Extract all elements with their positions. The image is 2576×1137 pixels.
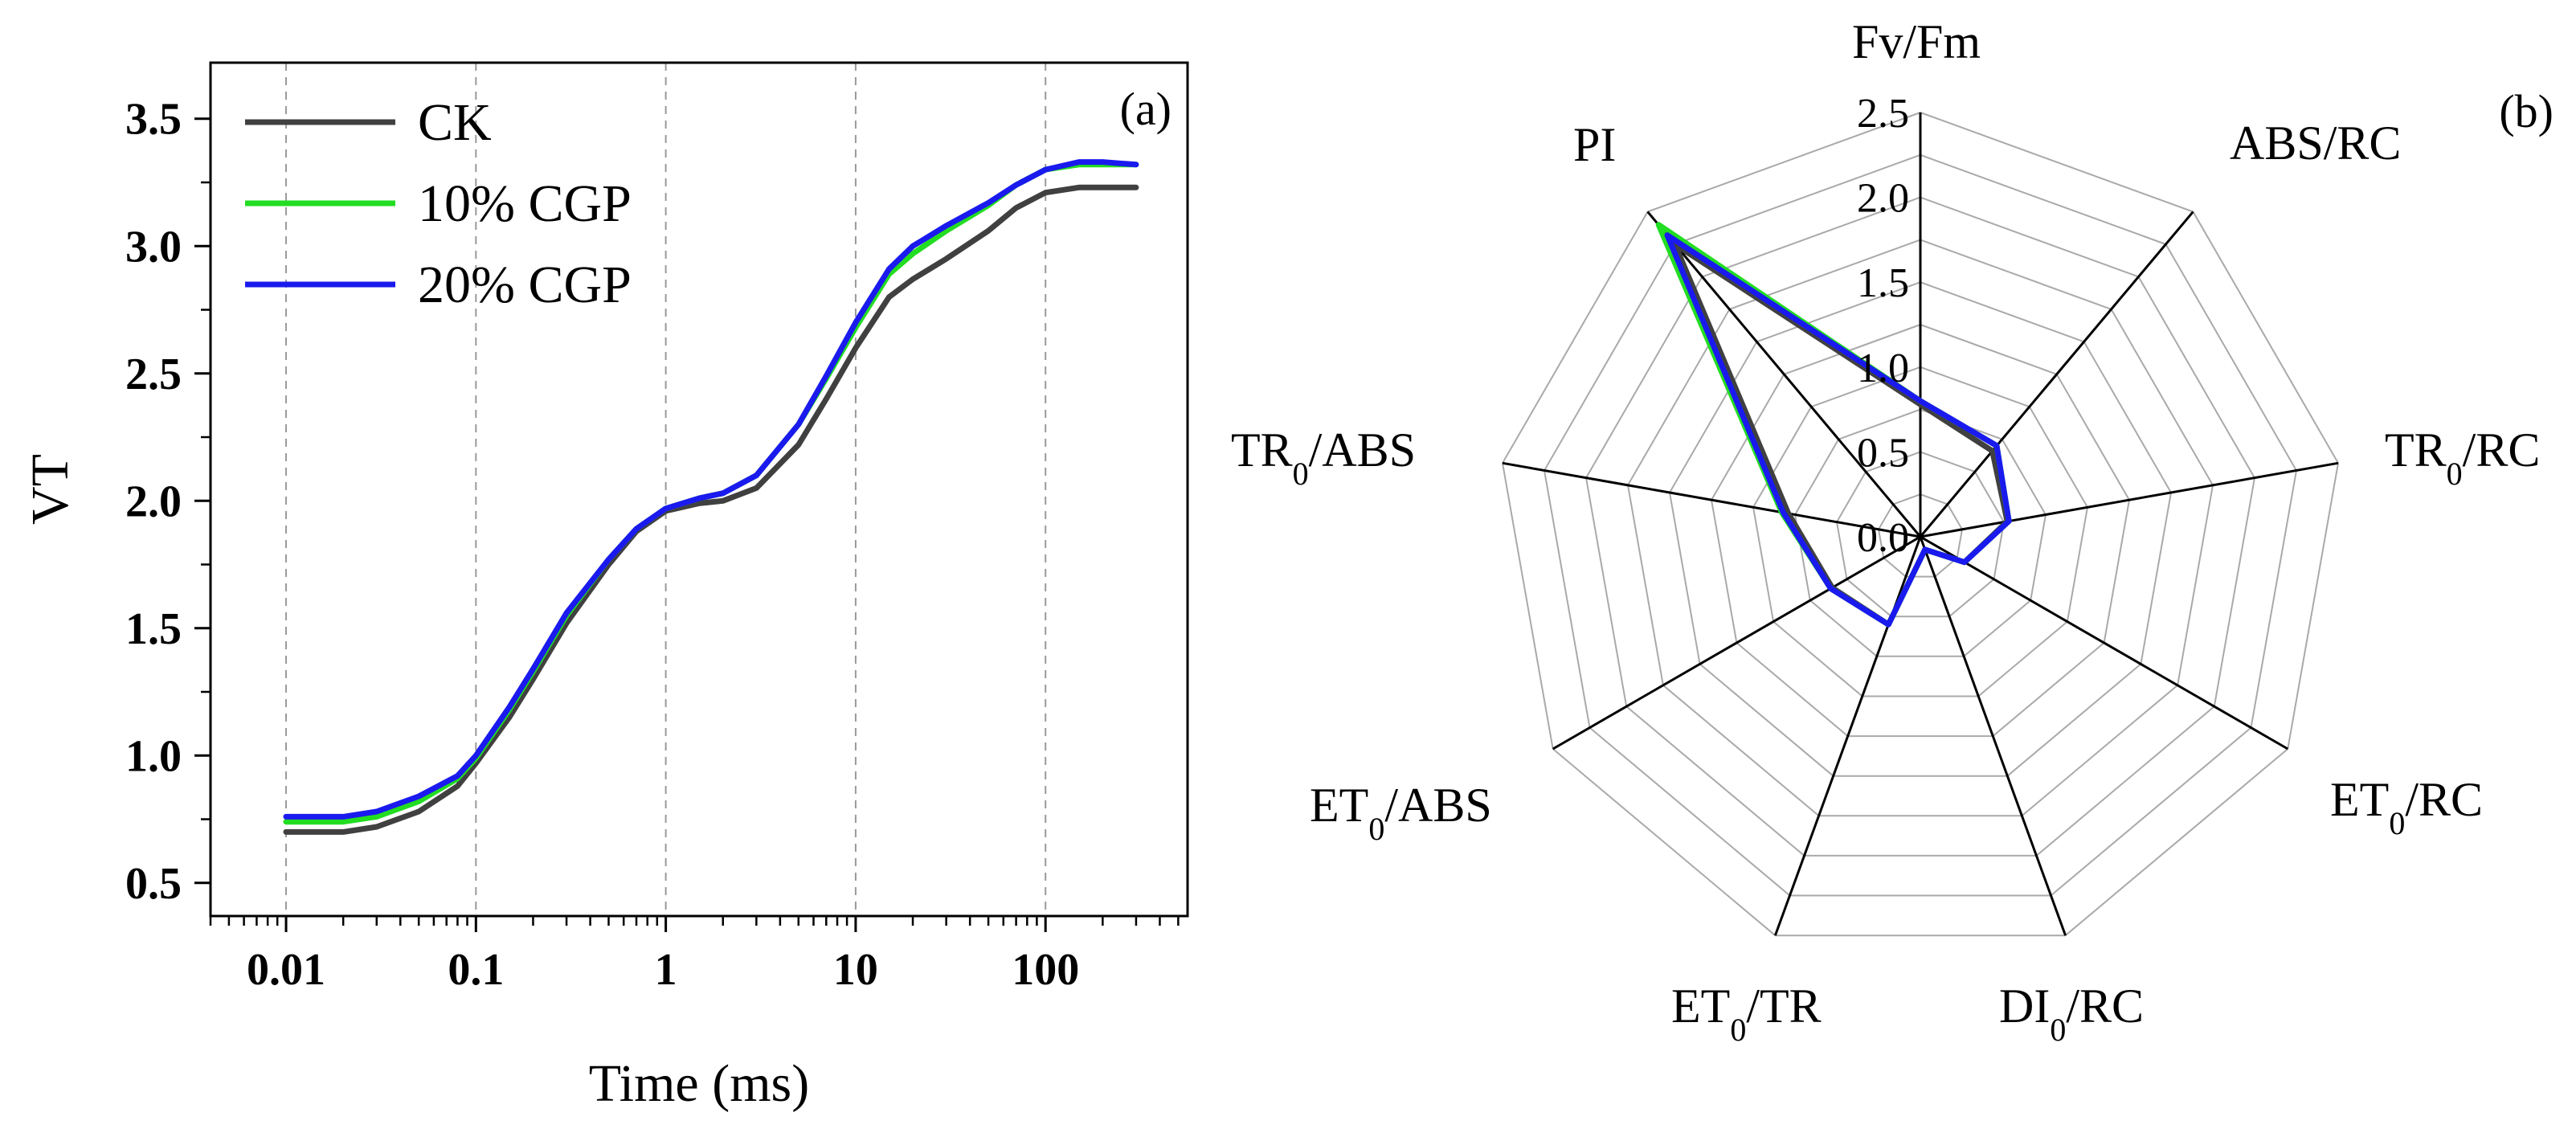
b-radial-tick-labels: 0.0 0.5 1.0 1.5 2.0 2.5 <box>1857 91 1909 561</box>
radar-axis-label-5: ET0/TR <box>1671 980 1822 1048</box>
y-tick-label-0: 0.5 <box>125 859 182 909</box>
radial-tick-label-4: 2.0 <box>1857 176 1909 222</box>
x-tick-label-4: 100 <box>1012 945 1079 995</box>
panel-label-b: (b) <box>2499 85 2554 137</box>
radar-spoke-2 <box>1920 461 2339 538</box>
a-tick-marks <box>194 117 1180 932</box>
a-series-lines <box>283 159 1139 835</box>
radar-spoke-4 <box>1919 536 2067 936</box>
panel-label-a: (a) <box>1120 83 1171 135</box>
y-tick-label-4: 2.5 <box>125 350 182 399</box>
y-tick-label-5: 3.0 <box>125 222 182 272</box>
radar-axis-label-6: ET0/ABS <box>1310 779 1492 847</box>
radar-polygon-ck <box>1672 241 2010 628</box>
legend: CK 10% CGP 20% CGP <box>245 93 632 314</box>
panel-b-radar-chart: 0.0 0.5 1.0 1.5 2.0 2.5 Fv/Fm ABS/RC TR0/RC ET0/… <box>1231 15 2554 1048</box>
a-y-tick-labels: 0.5 1.0 1.5 2.0 2.5 3.0 3.5 <box>125 95 182 909</box>
radar-ring-3 <box>1793 408 2047 657</box>
radar-ring-4 <box>1752 366 2089 697</box>
a-x-tick-labels: 0.01 0.1 1 10 100 <box>247 945 1079 995</box>
y-tick-label-2: 1.5 <box>125 604 182 654</box>
x-tick-label-0: 0.01 <box>247 945 325 995</box>
b-radar-polygons <box>1655 222 2012 628</box>
y-axis-label: VT <box>21 454 80 525</box>
radial-tick-label-0: 0.0 <box>1857 515 1909 561</box>
b-radar-spokes <box>1502 112 2339 936</box>
radar-spoke-7 <box>1502 461 1921 538</box>
y-tick-label-6: 3.5 <box>125 95 182 145</box>
b-axis-labels: Fv/Fm ABS/RC TR0/RC ET0/RC DI0/RC ET0/TR ET0/A… <box>1231 15 2540 1048</box>
y-tick-label-1: 1.0 <box>125 731 182 781</box>
y-tick-label-3: 2.0 <box>125 476 182 526</box>
series-line-ck <box>283 184 1139 835</box>
radial-tick-label-1: 0.5 <box>1857 430 1909 476</box>
radial-tick-label-3: 1.5 <box>1857 260 1909 306</box>
radar-spoke-3 <box>1920 535 2289 751</box>
x-axis-label: Time (ms) <box>589 1054 809 1113</box>
x-tick-label-1: 0.1 <box>448 945 504 995</box>
radar-axis-label-1: ABS/RC <box>2230 117 2401 170</box>
a-gridlines <box>285 63 1047 916</box>
legend-label-0: CK <box>418 93 492 152</box>
x-tick-label-3: 10 <box>833 945 878 995</box>
radar-axis-label-3: ET0/RC <box>2330 773 2483 841</box>
radar-axis-label-0: Fv/Fm <box>1852 15 1981 68</box>
radar-ring-9 <box>1543 153 2298 897</box>
radar-ring-2 <box>1835 451 2006 618</box>
a-plot-frame <box>209 61 1189 918</box>
radar-ring-1 <box>1877 493 1964 578</box>
panel-a-line-chart: 0.01 0.1 1 10 100 0.5 1.0 1.5 2.0 2.5 3.0 3.5 Time… <box>21 61 1189 1113</box>
radial-tick-label-5: 2.5 <box>1857 91 1909 137</box>
radar-axis-label-4: DI0/RC <box>1999 980 2144 1048</box>
legend-label-2: 20% CGP <box>418 256 632 314</box>
radar-polygon-20-cgp <box>1664 232 2012 628</box>
radar-ring-10 <box>1501 111 2340 937</box>
radial-tick-label-2: 1.0 <box>1857 346 1909 391</box>
radar-ring-6 <box>1668 281 2173 777</box>
radar-axis-label-7: TR0/ABS <box>1231 423 1416 492</box>
radar-ring-7 <box>1626 239 2214 817</box>
series-line-20-cgp <box>283 159 1139 820</box>
radar-ring-8 <box>1584 196 2256 857</box>
radar-spoke-1 <box>1919 211 2194 538</box>
x-tick-label-2: 1 <box>655 945 677 995</box>
radar-spoke-8 <box>1646 211 1922 538</box>
radar-axis-label-8: PI <box>1573 118 1616 171</box>
radar-axis-label-2: TR0/RC <box>2385 423 2540 492</box>
radar-spoke-6 <box>1552 535 1921 751</box>
legend-label-1: 10% CGP <box>418 174 632 233</box>
